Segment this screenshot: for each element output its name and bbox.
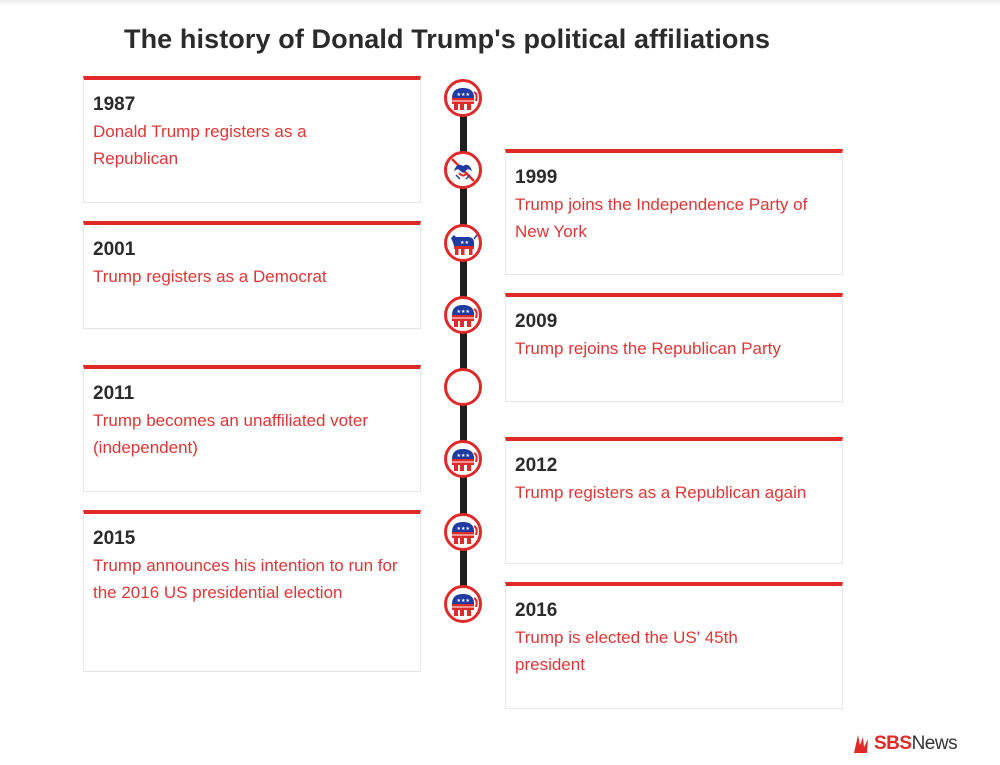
logo-suffix: News bbox=[911, 733, 958, 754]
svg-text:★: ★ bbox=[466, 598, 471, 604]
democrat-donkey-icon: ★★ bbox=[444, 224, 482, 262]
event-description: Trump rejoins the Republican Party bbox=[515, 339, 781, 358]
svg-text:★: ★ bbox=[457, 453, 462, 459]
svg-text:★: ★ bbox=[466, 453, 471, 459]
timeline-card-1987: 1987 Donald Trump registers as a Republi… bbox=[83, 76, 421, 203]
timeline-card-2011: 2011 Trump becomes an unaffiliated voter… bbox=[83, 365, 421, 492]
svg-text:★: ★ bbox=[466, 309, 471, 315]
svg-text:★: ★ bbox=[461, 526, 466, 532]
republican-elephant-icon: ★ ★ ★ bbox=[444, 79, 482, 117]
svg-text:★: ★ bbox=[461, 453, 466, 459]
event-year: 2016 bbox=[515, 600, 558, 621]
svg-text:★: ★ bbox=[457, 92, 462, 98]
republican-elephant-icon: ★ ★ ★ bbox=[444, 513, 482, 551]
republican-elephant-icon: ★ ★ ★ bbox=[444, 440, 482, 478]
svg-text:★: ★ bbox=[457, 598, 462, 604]
event-year: 2009 bbox=[515, 311, 558, 332]
unaffiliated-circle-icon bbox=[444, 368, 482, 406]
top-shadow bbox=[0, 0, 1000, 6]
svg-text:★: ★ bbox=[457, 309, 462, 315]
svg-text:★: ★ bbox=[461, 309, 466, 315]
event-year: 1987 bbox=[93, 94, 136, 115]
event-year: 1999 bbox=[515, 167, 558, 188]
event-year: 2015 bbox=[93, 528, 136, 549]
svg-text:★: ★ bbox=[457, 526, 462, 532]
page-title: The history of Donald Trump's political … bbox=[124, 24, 771, 54]
event-description: Trump registers as a Democrat bbox=[93, 267, 327, 286]
svg-text:★: ★ bbox=[461, 92, 466, 98]
timeline-card-2012: 2012 Trump registers as a Republican aga… bbox=[505, 437, 843, 564]
svg-text:★★: ★★ bbox=[460, 240, 469, 246]
svg-text:★: ★ bbox=[466, 92, 471, 98]
independence-eagle-icon bbox=[444, 151, 482, 189]
timeline-card-2001: 2001 Trump registers as a Democrat bbox=[83, 221, 421, 329]
event-description: Donald Trump registers as a Republican bbox=[93, 122, 307, 168]
event-description: Trump registers as a Republican again bbox=[515, 483, 807, 502]
timeline-card-2016: 2016 Trump is elected the US' 45th presi… bbox=[505, 582, 843, 709]
timeline-card-2015: 2015 Trump announces his intention to ru… bbox=[83, 510, 421, 672]
republican-elephant-icon: ★ ★ ★ bbox=[444, 585, 482, 623]
svg-text:★: ★ bbox=[466, 526, 471, 532]
logo-brand: SBS bbox=[874, 733, 912, 754]
event-description: Trump is elected the US' 45th president bbox=[515, 628, 738, 674]
timeline-card-1999: 1999 Trump joins the Independence Party … bbox=[505, 149, 843, 275]
event-year: 2011 bbox=[93, 383, 135, 404]
event-year: 2012 bbox=[515, 455, 558, 476]
sbs-news-logo: SBS News bbox=[852, 731, 958, 757]
svg-text:★: ★ bbox=[461, 598, 466, 604]
timeline-card-2009: 2009 Trump rejoins the Republican Party bbox=[505, 293, 843, 402]
event-description: Trump joins the Independence Party of Ne… bbox=[515, 195, 808, 241]
republican-elephant-icon: ★ ★ ★ bbox=[444, 296, 482, 334]
timeline-spine bbox=[460, 98, 467, 606]
event-year: 2001 bbox=[93, 239, 136, 260]
event-description: Trump announces his intention to run for… bbox=[93, 556, 398, 602]
sbs-flame-icon bbox=[854, 735, 868, 753]
event-description: Trump becomes an unaffiliated voter (ind… bbox=[93, 411, 368, 457]
